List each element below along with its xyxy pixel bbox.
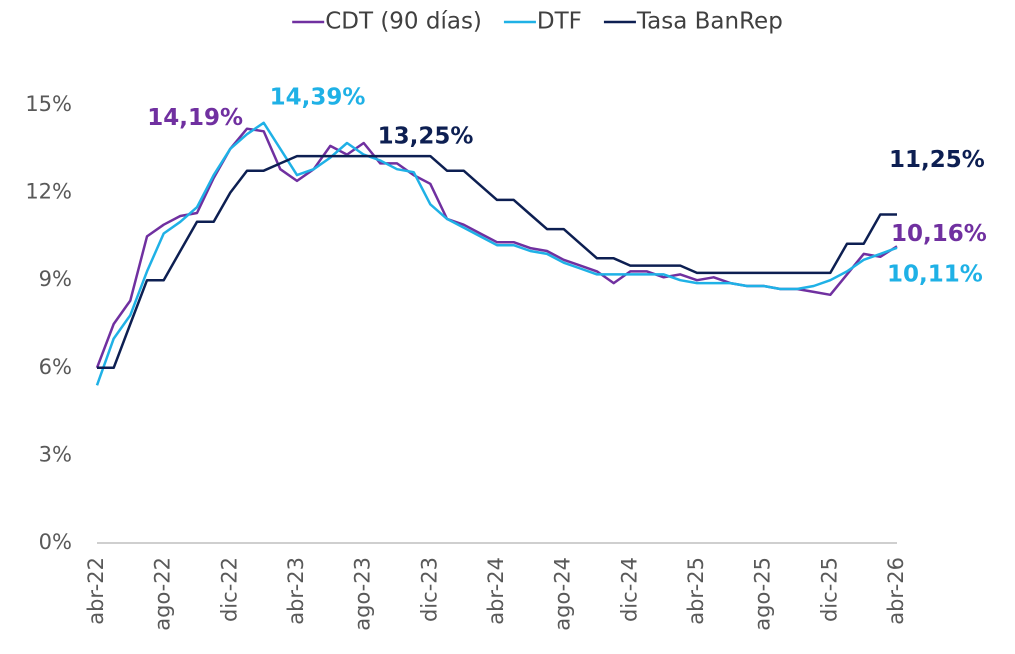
legend-label: CDT (90 días) [325,9,482,35]
x-tick-label: dic-23 [417,557,441,622]
x-tick-label: dic-24 [617,557,641,622]
y-tick-label: 12% [25,180,72,204]
value-label: 14,19% [147,105,243,131]
value-label: 10,16% [891,221,987,247]
y-tick-label: 15% [25,92,72,116]
y-tick-label: 0% [39,530,72,554]
x-tick-label: dic-22 [217,557,241,622]
value-label: 14,39% [270,84,366,110]
value-label: 11,25% [889,147,985,173]
x-tick-label: abr-23 [284,557,308,625]
y-tick-label: 6% [39,355,72,379]
x-tick-label: abr-24 [484,557,508,625]
value-label: 13,25% [378,124,474,150]
y-tick-label: 3% [39,442,72,466]
x-tick-label: ago-24 [551,557,575,631]
legend-label: Tasa BanRep [636,9,783,35]
x-tick-label: ago-23 [351,557,375,631]
x-tick-label: ago-25 [751,557,775,631]
value-label: 10,11% [887,261,983,287]
x-tick-label: dic-25 [817,557,841,622]
x-tick-label: abr-25 [684,557,708,625]
legend-label: DTF [537,9,582,35]
line-series [95,127,898,369]
y-tick-label: 9% [39,267,72,291]
line-series [97,154,897,370]
x-tick-label: ago-22 [151,557,175,631]
x-tick-label: abr-26 [884,557,908,625]
line-series [95,121,898,386]
x-tick-label: abr-22 [84,557,108,625]
